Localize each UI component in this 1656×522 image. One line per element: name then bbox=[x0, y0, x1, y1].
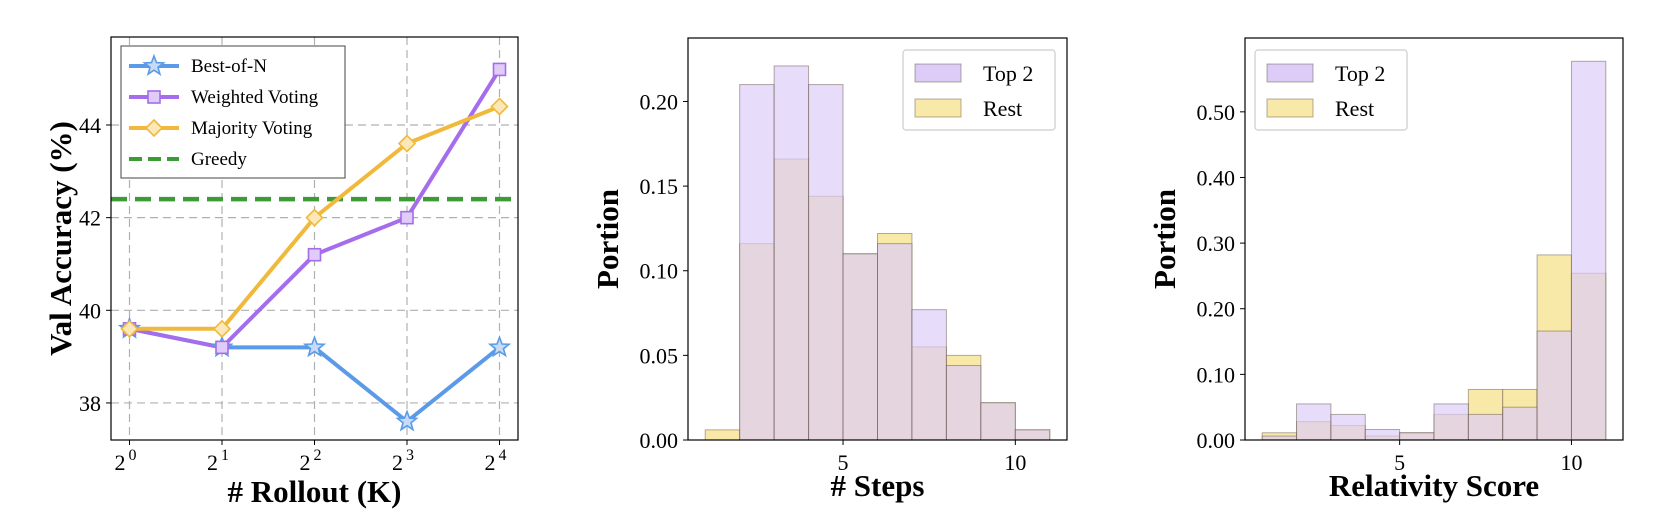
point-best-of-n bbox=[395, 409, 419, 432]
y-axis-label: Val Accuracy (%) bbox=[43, 121, 78, 356]
y-tick-label: 0.20 bbox=[1197, 297, 1236, 322]
y-tick-label: 0.50 bbox=[1197, 100, 1236, 125]
point-majority-voting bbox=[397, 134, 417, 153]
legend-label: Greedy bbox=[191, 149, 247, 170]
bar-top2 bbox=[1536, 330, 1572, 441]
point-majority-voting bbox=[305, 208, 324, 227]
point-best-of-n bbox=[487, 335, 512, 358]
y-axis-label: Portion bbox=[1147, 189, 1182, 289]
point-best-of-n bbox=[302, 335, 327, 358]
x-axis-label: Relativity Score bbox=[1329, 468, 1539, 503]
bar-top2 bbox=[1467, 413, 1504, 441]
point-weighted-voting bbox=[215, 340, 229, 355]
x-tick-exponent: 3 bbox=[406, 447, 414, 464]
point-majority-voting bbox=[212, 319, 232, 338]
legend-swatch-rest bbox=[914, 98, 962, 118]
legend-swatch-top2 bbox=[914, 63, 962, 83]
legend-label: Weighted Voting bbox=[191, 87, 319, 108]
x-tick-exponent: 1 bbox=[221, 447, 229, 464]
legend-swatch-rest bbox=[1266, 98, 1314, 118]
bar-top2 bbox=[808, 84, 844, 441]
y-tick-label: 0.00 bbox=[640, 428, 679, 453]
bar-top2 bbox=[842, 253, 879, 441]
plot-frame bbox=[1244, 37, 1624, 441]
bar-top2 bbox=[1330, 413, 1366, 441]
y-axis-label: Portion bbox=[590, 189, 625, 289]
bar-top2 bbox=[1570, 60, 1607, 441]
x-tick-label: 10 bbox=[1560, 450, 1582, 475]
y-tick-label: 0.10 bbox=[1197, 362, 1236, 387]
legend-marker-diamond bbox=[144, 118, 164, 138]
legend-swatch-top2 bbox=[1266, 63, 1314, 83]
y-tick-label: 0.30 bbox=[1197, 231, 1236, 256]
legend-marker-star bbox=[142, 53, 166, 76]
y-tick-label: 38 bbox=[79, 391, 101, 416]
legend-label: Top 2 bbox=[1335, 61, 1385, 86]
point-weighted-voting bbox=[492, 62, 507, 77]
relativity-histogram: 0.00 0.10 0.20 0.30 0.40 0.50 5 10 Relativity Sc… bbox=[1147, 37, 1624, 503]
point-majority-voting bbox=[490, 97, 509, 116]
x-axis-label: # Steps bbox=[831, 468, 925, 503]
x-axis-label: # Rollout (K) bbox=[228, 474, 402, 509]
bar-top2 bbox=[911, 309, 947, 441]
bar-rest bbox=[704, 429, 741, 441]
legend-label: Rest bbox=[983, 96, 1022, 121]
x-tick-label: 5 bbox=[838, 450, 849, 475]
y-tick-label: 0.05 bbox=[640, 343, 679, 368]
bar-top2 bbox=[1399, 432, 1435, 441]
legend-marker-square bbox=[147, 90, 161, 104]
steps-histogram: 0.00 0.05 0.10 0.15 0.20 5 10 # Steps Portion Top… bbox=[590, 37, 1068, 503]
bar-top2 bbox=[1014, 429, 1051, 441]
y-tick-label: 0.20 bbox=[640, 89, 679, 114]
x-tick-exponent: 2 bbox=[314, 447, 322, 464]
point-weighted-voting bbox=[400, 210, 414, 225]
x-tick-exponent: 0 bbox=[129, 447, 137, 464]
x-tick-base: 2 bbox=[115, 450, 126, 475]
legend-label: Majority Voting bbox=[191, 118, 313, 139]
y-tick-label: 44 bbox=[79, 113, 101, 138]
x-tick-base: 2 bbox=[392, 450, 403, 475]
y-tick-label: 0.10 bbox=[640, 259, 679, 284]
bar-top2 bbox=[945, 365, 982, 441]
point-weighted-voting bbox=[307, 247, 322, 262]
y-tick-label: 0.15 bbox=[640, 174, 679, 199]
bar-top2 bbox=[1502, 406, 1538, 441]
plot-frame bbox=[687, 37, 1068, 441]
bar-top2 bbox=[773, 65, 810, 441]
legend-label: Best-of-N bbox=[191, 56, 267, 77]
y-tick-label: 42 bbox=[79, 206, 101, 231]
x-tick-exponent: 4 bbox=[499, 447, 507, 464]
y-tick-label: 0.40 bbox=[1197, 165, 1236, 190]
bar-top2 bbox=[1433, 403, 1469, 441]
x-tick-label: 10 bbox=[1004, 450, 1026, 475]
x-tick-base: 2 bbox=[300, 450, 311, 475]
legend-label: Rest bbox=[1335, 96, 1374, 121]
bar-top2 bbox=[1296, 403, 1332, 441]
bar-top2 bbox=[877, 243, 913, 441]
y-tick-label: 40 bbox=[79, 298, 101, 323]
point-majority-voting bbox=[120, 319, 139, 338]
y-tick-label: 0.00 bbox=[1197, 428, 1236, 453]
x-tick-base: 2 bbox=[485, 450, 496, 475]
bar-top2 bbox=[1364, 428, 1401, 441]
x-tick-label: 5 bbox=[1394, 450, 1405, 475]
bar-top2 bbox=[739, 84, 775, 441]
bar-top2 bbox=[980, 402, 1016, 441]
x-tick-base: 2 bbox=[207, 450, 218, 475]
legend-label: Top 2 bbox=[983, 61, 1033, 86]
